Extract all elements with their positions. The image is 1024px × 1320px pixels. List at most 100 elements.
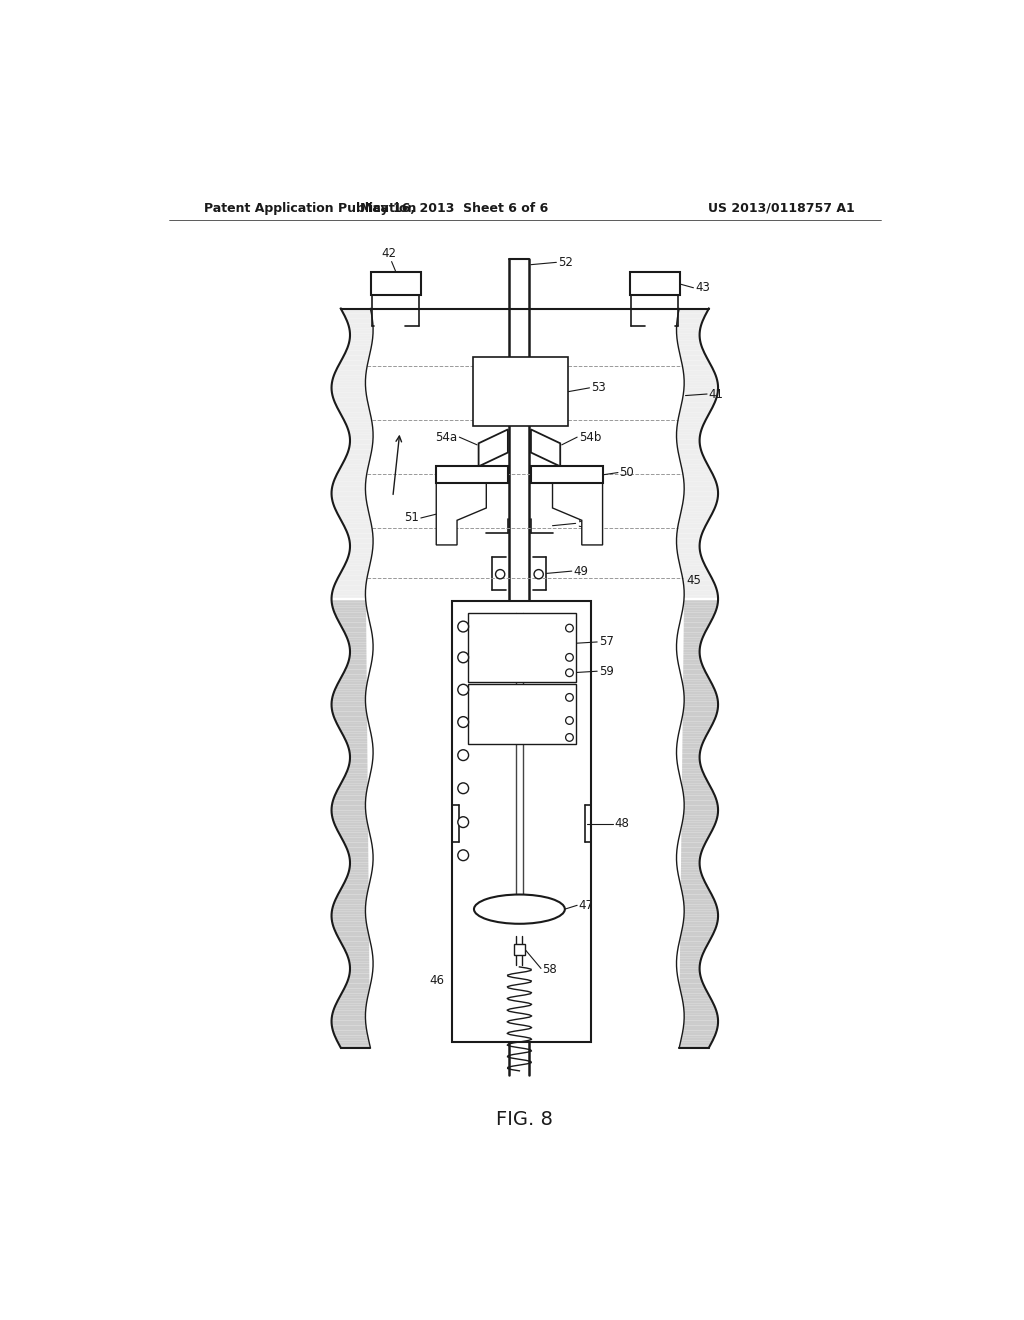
Polygon shape [347,346,372,348]
Polygon shape [345,351,371,352]
Polygon shape [680,355,707,358]
Polygon shape [347,954,373,956]
Polygon shape [683,371,715,372]
Polygon shape [332,706,366,709]
Polygon shape [336,474,367,477]
Polygon shape [333,711,367,714]
Polygon shape [677,847,703,850]
Polygon shape [337,578,367,581]
Polygon shape [349,748,373,751]
Polygon shape [683,477,715,479]
Polygon shape [684,704,718,706]
Polygon shape [683,1003,715,1006]
Polygon shape [677,760,700,763]
Polygon shape [346,318,373,321]
Polygon shape [332,1014,366,1015]
Polygon shape [677,329,700,331]
Polygon shape [339,995,368,998]
Polygon shape [332,810,366,813]
Circle shape [565,717,573,725]
Polygon shape [333,800,366,803]
Polygon shape [679,729,710,731]
Polygon shape [332,921,367,924]
Polygon shape [680,462,708,465]
Polygon shape [349,539,373,541]
Polygon shape [678,558,702,561]
Polygon shape [350,333,373,335]
Polygon shape [337,408,370,411]
Polygon shape [677,742,703,743]
Polygon shape [332,1018,366,1020]
Polygon shape [343,630,372,632]
Polygon shape [679,774,705,776]
Text: 49: 49 [573,565,589,578]
Polygon shape [332,491,366,494]
Polygon shape [680,989,707,991]
Polygon shape [338,785,368,788]
Polygon shape [347,428,373,430]
Circle shape [496,570,505,579]
Polygon shape [342,568,369,570]
Polygon shape [682,820,717,822]
Circle shape [565,653,573,661]
Polygon shape [680,936,712,939]
Polygon shape [677,338,700,341]
Polygon shape [350,652,373,655]
Polygon shape [677,638,702,640]
Polygon shape [340,783,369,785]
Polygon shape [344,632,372,635]
Polygon shape [680,669,706,672]
Text: 50: 50 [620,466,634,479]
Polygon shape [684,803,718,805]
Polygon shape [343,355,370,358]
Polygon shape [371,272,421,296]
Polygon shape [681,508,715,511]
Polygon shape [677,652,699,655]
Polygon shape [677,315,705,318]
Polygon shape [531,466,602,483]
Polygon shape [677,855,700,858]
Polygon shape [348,553,372,556]
Polygon shape [333,482,366,484]
Polygon shape [344,776,370,779]
Polygon shape [334,610,368,612]
Polygon shape [684,385,718,388]
Polygon shape [683,899,715,902]
Polygon shape [677,333,699,335]
Polygon shape [341,309,371,312]
Polygon shape [683,368,714,371]
Polygon shape [342,779,370,780]
Polygon shape [335,1035,369,1038]
Polygon shape [682,363,711,366]
Polygon shape [680,352,706,355]
Text: 51: 51 [404,511,419,524]
Polygon shape [335,793,367,796]
Polygon shape [677,341,700,343]
Polygon shape [349,961,373,964]
Polygon shape [346,348,371,351]
Polygon shape [347,321,373,323]
Polygon shape [678,660,701,663]
Polygon shape [684,916,718,919]
Polygon shape [346,425,373,428]
Polygon shape [677,536,701,539]
Polygon shape [683,1006,716,1008]
Polygon shape [677,422,705,425]
Polygon shape [683,605,718,607]
Polygon shape [683,895,713,898]
Polygon shape [341,675,369,677]
Polygon shape [345,667,371,669]
Polygon shape [349,550,373,553]
Polygon shape [677,531,703,533]
Polygon shape [347,558,372,561]
Circle shape [565,624,573,632]
Polygon shape [678,417,708,420]
Polygon shape [333,904,366,907]
Polygon shape [332,385,366,388]
Circle shape [458,817,469,828]
Polygon shape [679,624,709,627]
Polygon shape [681,1038,714,1040]
Polygon shape [678,553,701,556]
Polygon shape [346,878,371,879]
Polygon shape [680,516,711,519]
